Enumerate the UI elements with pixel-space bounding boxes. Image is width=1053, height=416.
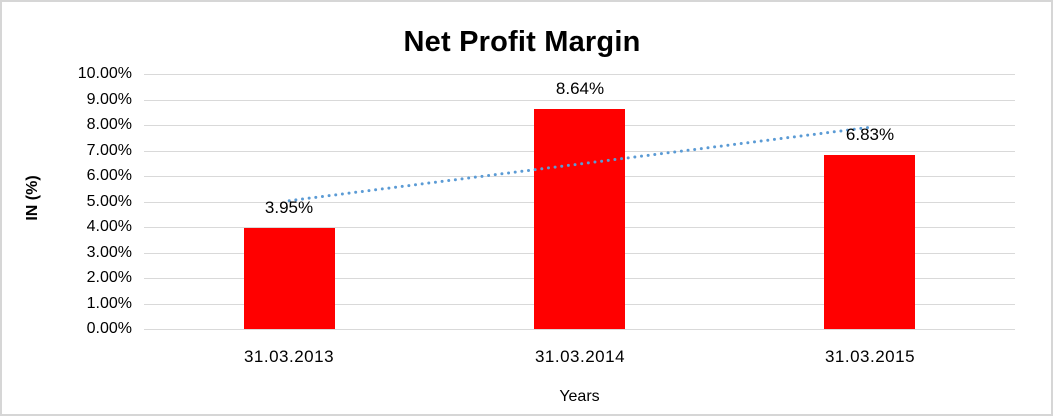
bar (534, 109, 625, 329)
y-tick-label: 9.00% (86, 91, 132, 108)
x-tick-label: 31.03.2015 (824, 347, 916, 366)
bar (244, 228, 335, 329)
y-tick-label: 8.00% (86, 116, 132, 133)
y-tick-label: 2.00% (86, 269, 132, 286)
bar-value-label: 6.83% (845, 125, 895, 144)
bar-value-label: 3.95% (264, 198, 314, 217)
y-tick-label: 6.00% (86, 167, 132, 184)
y-tick-label: 7.00% (86, 142, 132, 159)
y-tick-label: 10.00% (77, 65, 132, 82)
y-tick-label: 3.00% (86, 244, 132, 261)
gridline (144, 74, 1015, 75)
chart-title: Net Profit Margin (403, 26, 641, 58)
y-tick-label: 1.00% (86, 295, 132, 312)
x-tick-label: 31.03.2014 (534, 347, 626, 366)
y-tick-label: 5.00% (86, 193, 132, 210)
y-tick-label: 4.00% (86, 218, 132, 235)
gridline (144, 329, 1015, 330)
x-axis-title: Years (559, 388, 600, 405)
bar (824, 155, 915, 329)
x-tick-label: 31.03.2013 (243, 347, 335, 366)
gridline (144, 100, 1015, 101)
bar-value-label: 8.64% (555, 79, 605, 98)
trendline-dotted-line (287, 125, 872, 203)
trendline (287, 125, 872, 203)
y-tick-label: 0.00% (86, 320, 132, 337)
